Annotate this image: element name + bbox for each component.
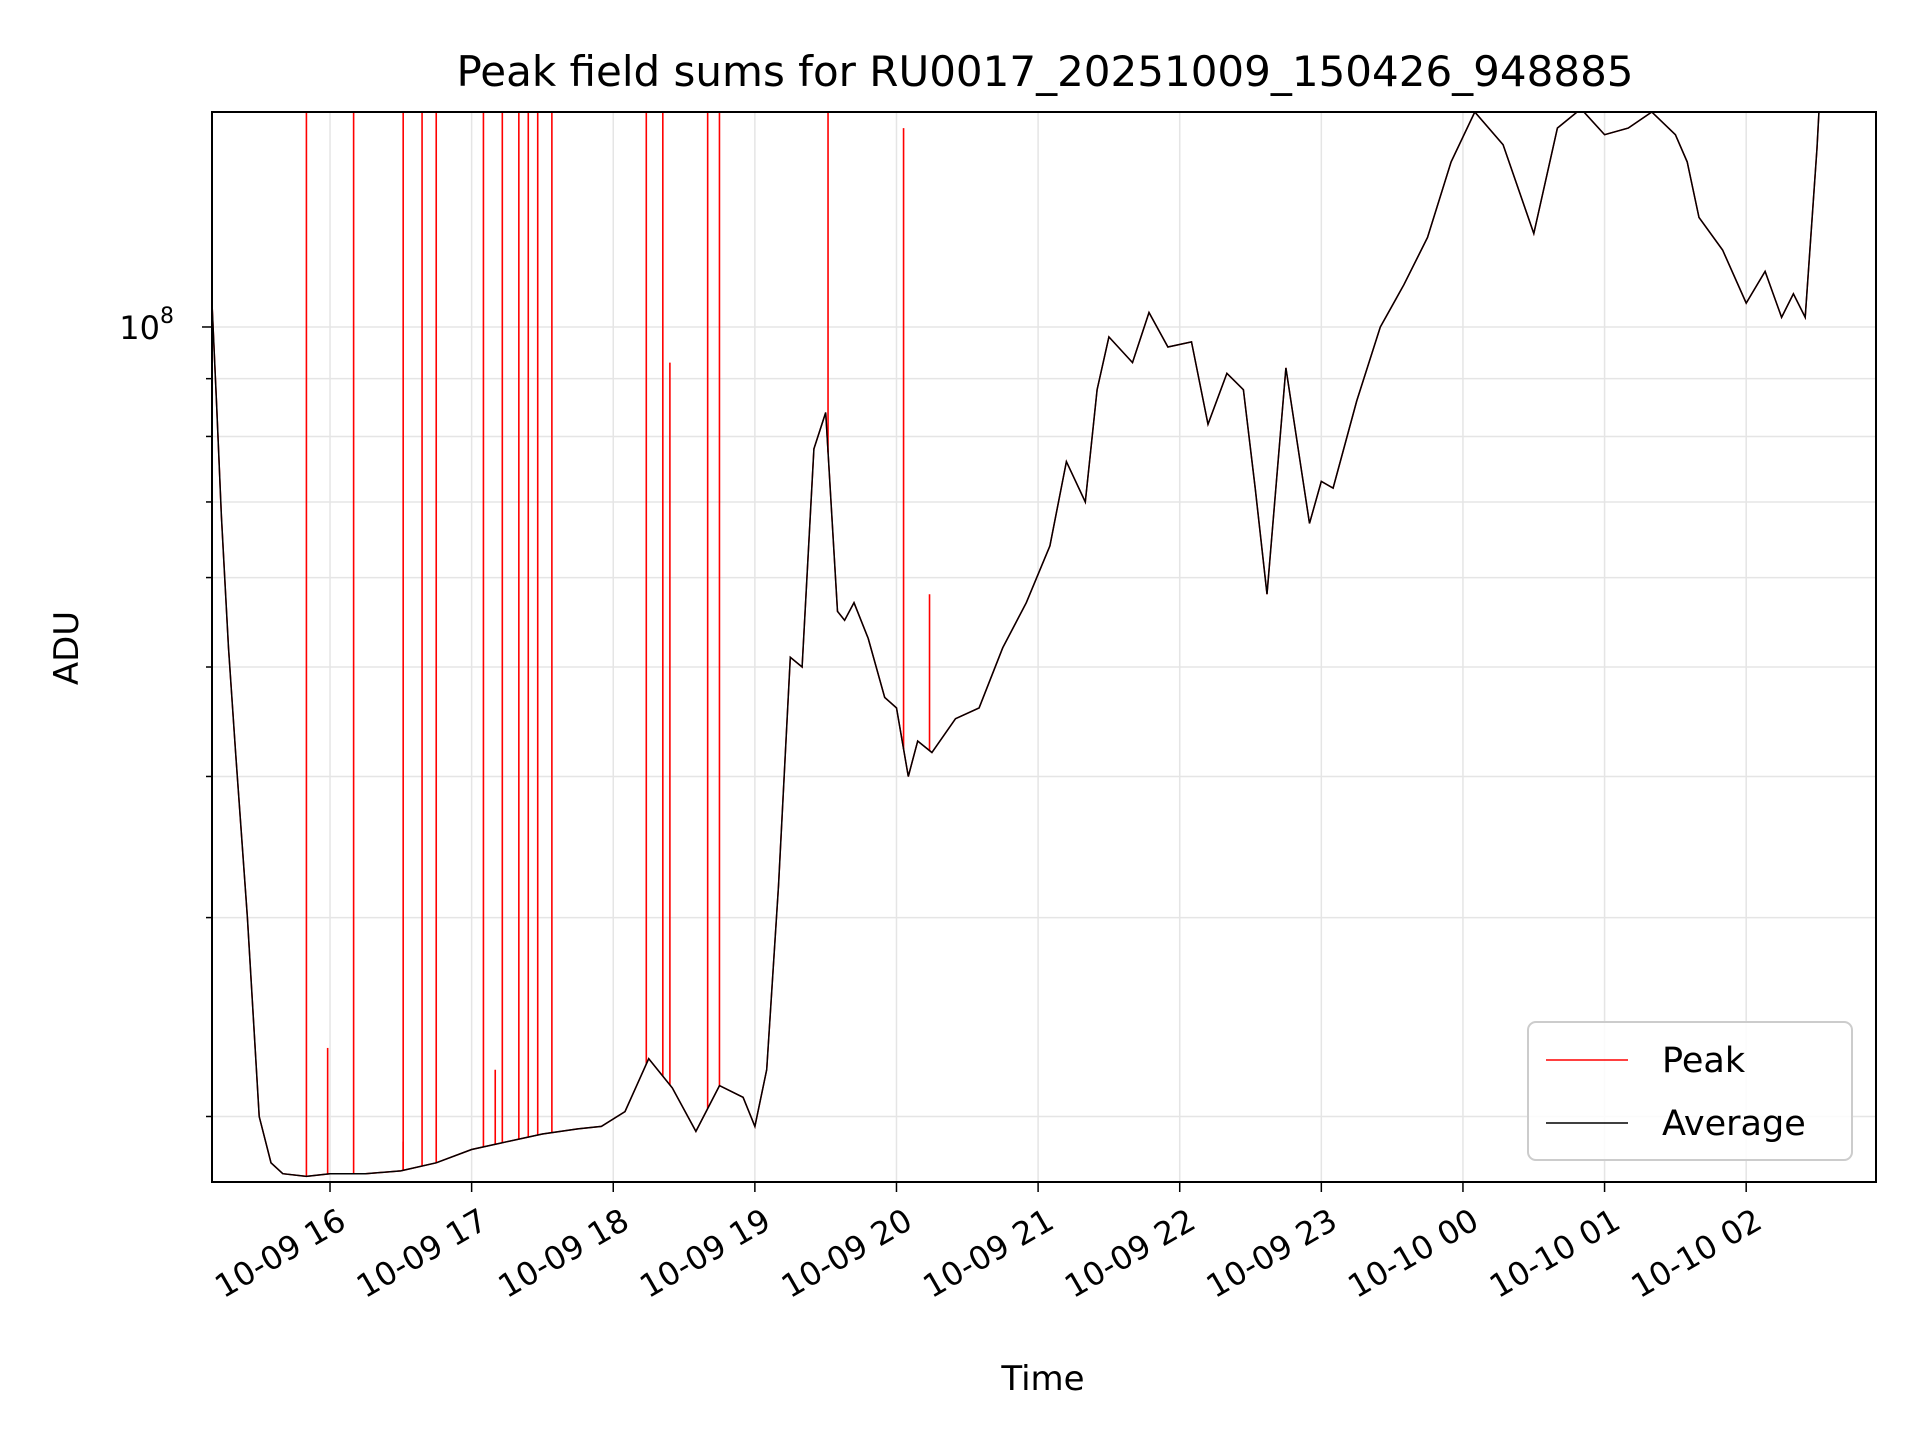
legend-peak-label: Peak	[1662, 1041, 1746, 1081]
legend-average-label: Average	[1662, 1104, 1806, 1144]
grid	[212, 112, 1876, 1182]
y-tick-label: 108	[119, 304, 174, 347]
y-axis-label: ADU	[47, 611, 87, 685]
average-series-line	[212, 112, 1820, 1178]
legend-box	[1527, 1021, 1853, 1161]
x-axis-label: Time	[1000, 1359, 1084, 1399]
legend: Peak Average	[1527, 1021, 1853, 1161]
axes-frame	[211, 111, 1877, 1183]
chart-title: Peak field sums for RU0017_20251009_1504…	[456, 47, 1633, 96]
plot-area	[212, 112, 1820, 1178]
y-axis: 108	[119, 304, 212, 1118]
series-layer	[212, 112, 1820, 1178]
